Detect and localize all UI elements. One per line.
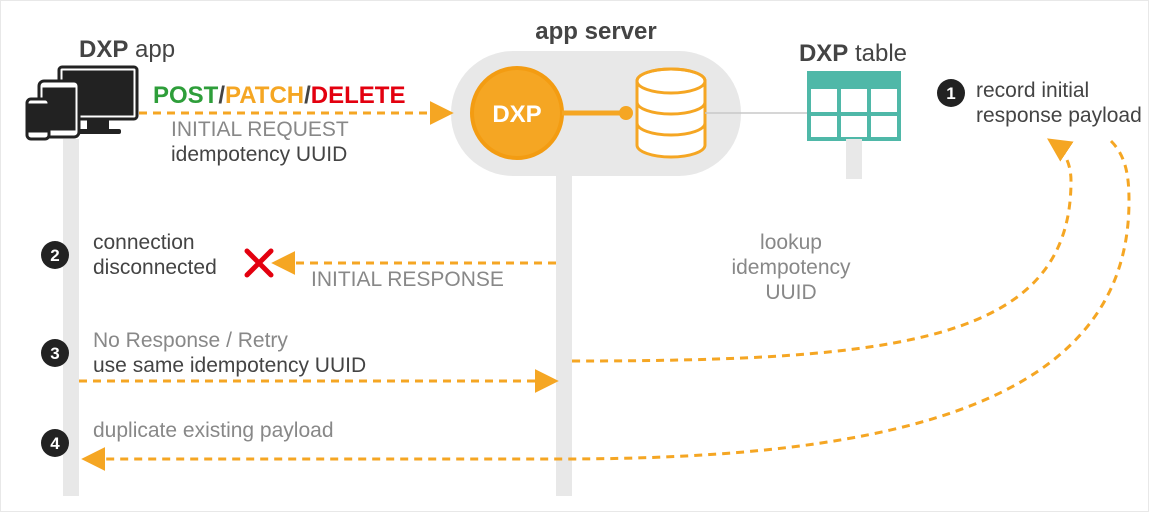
server-lifeline (556, 176, 572, 496)
step-3-line2: use same idempotency UUID (93, 354, 366, 377)
step-4: 4 duplicate existing payload (41, 141, 1129, 459)
initial-response-label: INITIAL RESPONSE (311, 268, 504, 291)
table-lifeline (846, 139, 862, 179)
step-3-badge: 3 (50, 344, 59, 363)
step-3-line1: No Response / Retry (93, 329, 288, 352)
step-4-line1: duplicate existing payload (93, 419, 334, 442)
http-methods: POST/PATCH/DELETE (153, 82, 405, 109)
lookup-line1: lookup (760, 231, 822, 254)
lookup-line2: idempotency (731, 256, 851, 279)
step-1-line2: response payload (976, 104, 1142, 127)
client-title: DXP app (79, 36, 175, 63)
initial-request-label: INITIAL REQUEST (171, 118, 349, 141)
step-4-badge: 4 (50, 434, 60, 453)
dxp-node-label: DXP (492, 101, 541, 128)
server-title: app server (535, 18, 656, 45)
initial-request-sub: idempotency UUID (171, 143, 347, 166)
close-icon (247, 251, 271, 275)
step-2-line1: connection (93, 231, 195, 254)
step-2-line2: disconnected (93, 256, 217, 279)
diagram-canvas: app server DXP DXP table (1, 1, 1149, 513)
database-icon (637, 69, 705, 157)
step-1-line1: record initial (976, 79, 1089, 102)
lookup-line3: UUID (765, 281, 816, 304)
step-2-badge: 2 (50, 246, 59, 265)
step-4-arrow (86, 141, 1129, 459)
dxp-table-group: DXP table (799, 40, 907, 139)
initial-request: POST/PATCH/DELETE INITIAL REQUEST idempo… (139, 82, 449, 166)
table-icon (809, 73, 899, 139)
step-1-badge: 1 (946, 84, 955, 103)
step-2: 2 connection disconnected INITIAL RESPON… (41, 231, 556, 291)
app-server-group: app server DXP (451, 18, 809, 176)
table-title: DXP table (799, 40, 907, 67)
devices-icon (27, 67, 137, 139)
